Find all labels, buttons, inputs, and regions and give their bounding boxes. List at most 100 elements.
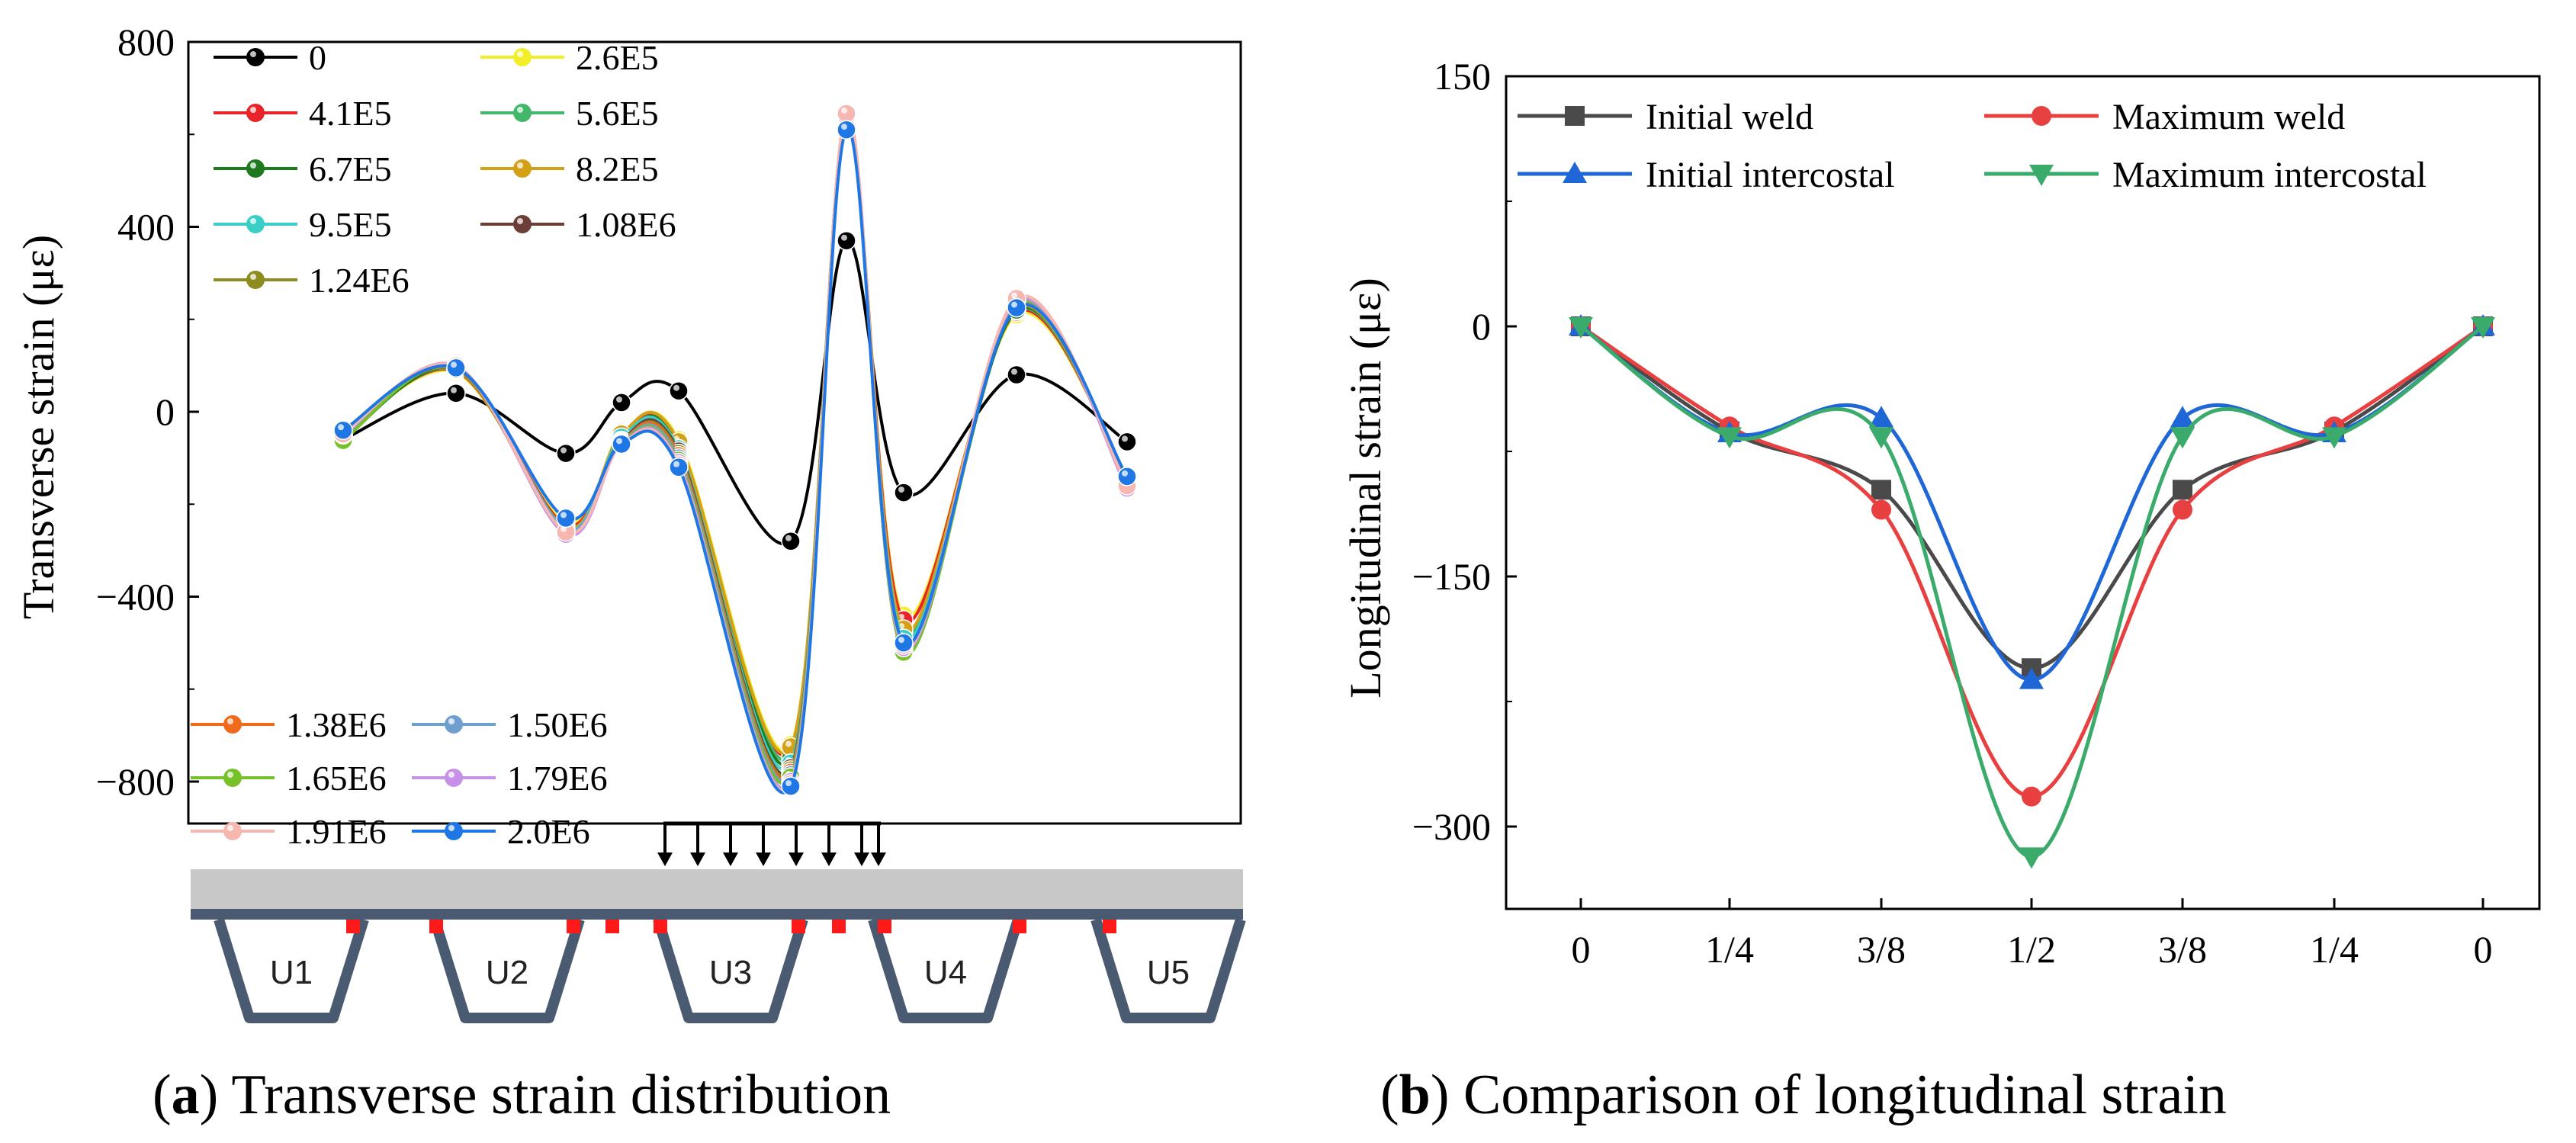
legend-marker bbox=[513, 104, 532, 122]
u-rib-label: U4 bbox=[924, 954, 967, 991]
data-point-highlight bbox=[785, 740, 792, 747]
legend-item: 5.6E5 bbox=[480, 94, 659, 133]
data-point bbox=[556, 443, 576, 464]
series-0 bbox=[333, 230, 1137, 551]
data-point-triangle-up bbox=[1563, 162, 1587, 183]
bridge-deck-diagram: U1 U2 U3 U4 U5 bbox=[191, 821, 1246, 1023]
legend-item: 9.5E5 bbox=[214, 205, 392, 244]
deck-steel bbox=[191, 909, 1243, 920]
load-arrow-head bbox=[657, 852, 673, 866]
data-point-triangle-down bbox=[1569, 317, 1593, 339]
series-1.08E6 bbox=[333, 108, 1137, 778]
series-line bbox=[342, 114, 1129, 791]
series-line bbox=[1579, 324, 2484, 682]
legend-label: Maximum weld bbox=[2112, 97, 2345, 137]
series-Maximum-intercostal bbox=[1569, 317, 2495, 869]
legend-marker bbox=[445, 715, 463, 734]
y-tick-label: −300 bbox=[1412, 805, 1491, 848]
x-tick-label: 3/8 bbox=[2158, 928, 2207, 971]
y-tick-label: −400 bbox=[96, 576, 175, 618]
legend-label: 2.0E6 bbox=[507, 812, 590, 851]
u-rib bbox=[868, 917, 1023, 1023]
legend-item: 1.91E6 bbox=[191, 812, 387, 851]
load-arrow-head bbox=[821, 852, 837, 866]
series-line bbox=[1579, 324, 2484, 799]
data-point bbox=[1117, 432, 1137, 452]
panel-b-caption-text: ) Comparison of longitudinal strain bbox=[1431, 1064, 2227, 1126]
panel-a-y-label: Transverse strain (με) bbox=[14, 235, 63, 619]
data-point bbox=[781, 531, 801, 551]
data-point bbox=[837, 120, 856, 140]
series-line bbox=[342, 114, 1129, 785]
legend-marker-highlight bbox=[227, 825, 233, 831]
legend-label: 0 bbox=[309, 38, 326, 77]
load-arrow-head bbox=[690, 852, 705, 866]
data-point-highlight bbox=[785, 535, 792, 541]
data-point-highlight bbox=[451, 387, 457, 393]
data-point-highlight bbox=[673, 461, 679, 467]
strain-gauge bbox=[1103, 920, 1116, 933]
x-tick-label: 0 bbox=[1572, 928, 1591, 971]
legend-marker-highlight bbox=[448, 772, 454, 778]
data-point-highlight bbox=[785, 780, 792, 787]
data-point-highlight bbox=[898, 637, 904, 644]
series-line bbox=[342, 116, 1129, 783]
series-2.0E6 bbox=[333, 120, 1137, 796]
deck-plate bbox=[191, 869, 1243, 909]
data-point bbox=[837, 104, 856, 124]
data-point-highlight bbox=[338, 424, 344, 431]
strain-gauge bbox=[605, 920, 619, 933]
u-rib bbox=[1090, 917, 1246, 1023]
data-point-square bbox=[1565, 106, 1585, 126]
data-point bbox=[446, 358, 466, 378]
data-point bbox=[669, 458, 689, 477]
data-point-highlight bbox=[616, 438, 622, 445]
load-arrow-head bbox=[854, 852, 869, 866]
data-point bbox=[1007, 297, 1026, 318]
legend-marker-highlight bbox=[227, 772, 233, 778]
y-tick-label: 0 bbox=[156, 390, 175, 433]
legend-item: 1.08E6 bbox=[480, 205, 676, 244]
legend-label: Maximum intercostal bbox=[2112, 155, 2427, 195]
data-point-highlight bbox=[841, 124, 847, 130]
legend-item: 1.24E6 bbox=[214, 261, 410, 300]
data-point bbox=[669, 380, 689, 401]
strain-gauge bbox=[1013, 920, 1026, 933]
data-point-highlight bbox=[1011, 301, 1017, 308]
panel-b-legend: Initial weld Maximum weld Initial intercos… bbox=[1518, 97, 2427, 195]
strain-gauge bbox=[792, 920, 805, 933]
u-rib bbox=[429, 917, 585, 1023]
data-point-triangle-down bbox=[1717, 427, 1742, 449]
data-point-triangle-down bbox=[1869, 427, 1893, 449]
series-Initial-intercostal bbox=[1569, 314, 2495, 689]
legend-marker bbox=[223, 822, 242, 840]
x-tick-label: 1/4 bbox=[1705, 928, 1754, 971]
legend-label: 1.65E6 bbox=[286, 759, 387, 798]
data-point-highlight bbox=[1011, 292, 1017, 299]
data-point bbox=[556, 508, 576, 528]
data-point-triangle-down bbox=[2170, 427, 2195, 449]
y-tick-label: −150 bbox=[1412, 555, 1491, 598]
data-point bbox=[612, 434, 631, 454]
legend-marker bbox=[246, 159, 265, 178]
series-1.65E6 bbox=[333, 107, 1137, 787]
panel-a-caption-text: ) Transverse strain distribution bbox=[200, 1064, 891, 1126]
legend-marker-highlight bbox=[250, 218, 256, 224]
legend-label: 8.2E5 bbox=[576, 149, 659, 188]
legend-item: 8.2E5 bbox=[480, 149, 659, 188]
strain-gauge bbox=[346, 920, 360, 933]
legend-marker bbox=[246, 215, 265, 233]
data-point-circle bbox=[2032, 106, 2051, 126]
legend-marker-highlight bbox=[448, 825, 454, 831]
series-line bbox=[1579, 324, 2484, 859]
series-1.50E6 bbox=[333, 108, 1137, 785]
data-point bbox=[781, 776, 801, 796]
load-arrow-head bbox=[723, 852, 738, 866]
legend-label: 9.5E5 bbox=[309, 205, 392, 244]
legend-item: Initial weld bbox=[1518, 97, 1813, 137]
legend-marker bbox=[246, 271, 265, 289]
legend-label: 1.38E6 bbox=[286, 705, 387, 744]
data-point-highlight bbox=[1011, 368, 1017, 375]
panel-b-y-axis: 150 0 −150 −300 bbox=[1412, 55, 1517, 848]
legend-marker bbox=[513, 159, 532, 178]
